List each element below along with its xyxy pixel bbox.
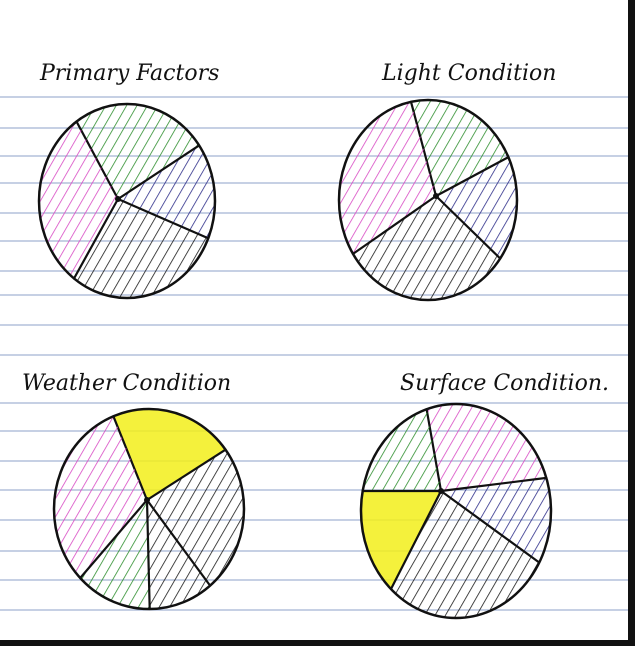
pie-slice-yellow <box>113 409 226 500</box>
pie-center-dot <box>115 196 121 202</box>
pie-outline <box>37 102 217 300</box>
pie-primary-factors <box>37 102 217 300</box>
pie-divider <box>439 489 541 564</box>
pie-divider <box>434 194 502 260</box>
pie-slice-yellow <box>361 491 441 589</box>
pie-slice-navy <box>441 477 552 563</box>
chart-title-light-condition: Light Condition <box>381 61 556 86</box>
pie-surface-condition <box>359 402 553 620</box>
pie-slice-green <box>362 409 441 491</box>
pie-slice-black <box>391 491 540 618</box>
pie-light-condition <box>337 98 519 302</box>
pie-outline <box>359 402 553 620</box>
pie-weather-condition <box>52 407 246 611</box>
pie-slice-black <box>147 449 245 586</box>
pie-slice-navy <box>118 145 215 239</box>
chart-title-surface-condition: Surface Condition. <box>400 371 609 396</box>
pie-center-dot <box>144 497 150 503</box>
pie-divider <box>145 498 212 587</box>
pie-divider <box>351 194 438 255</box>
pie-divider <box>116 197 210 240</box>
pie-divider <box>116 144 201 201</box>
pie-slice-magenta <box>426 403 547 491</box>
pie-slice-black <box>147 500 211 609</box>
pie-slice-magenta <box>38 121 118 279</box>
pie-slice-magenta <box>338 101 436 254</box>
pie-center-dot <box>433 193 439 199</box>
pie-slice-navy <box>436 157 518 259</box>
pie-divider <box>145 448 227 502</box>
pie-outline <box>52 407 246 611</box>
chart-light-condition: Light Condition <box>337 61 556 302</box>
pie-divider <box>389 489 443 591</box>
pie-divider <box>72 197 120 280</box>
pie-divider <box>145 498 151 611</box>
pie-divider <box>434 156 510 198</box>
chart-title-weather-condition: Weather Condition <box>22 371 231 396</box>
chart-primary-factors: Primary Factors <box>37 61 219 300</box>
chart-surface-condition: Surface Condition. <box>359 371 609 620</box>
pie-divider <box>79 498 149 580</box>
chart-weather-condition: Weather Condition <box>22 371 246 611</box>
pie-divider <box>439 476 548 493</box>
notebook-page: Primary Factors Light Condition Weather … <box>0 0 628 640</box>
pie-outline <box>337 98 519 302</box>
chart-title-primary-factors: Primary Factors <box>39 61 219 86</box>
pie-charts: Primary Factors Light Condition Weather … <box>22 61 609 620</box>
pie-slice-black <box>353 196 501 301</box>
pie-center-dot <box>438 488 444 494</box>
pie-slice-magenta <box>53 416 148 578</box>
pie-slice-green <box>80 500 150 610</box>
pie-slice-green <box>76 103 200 199</box>
